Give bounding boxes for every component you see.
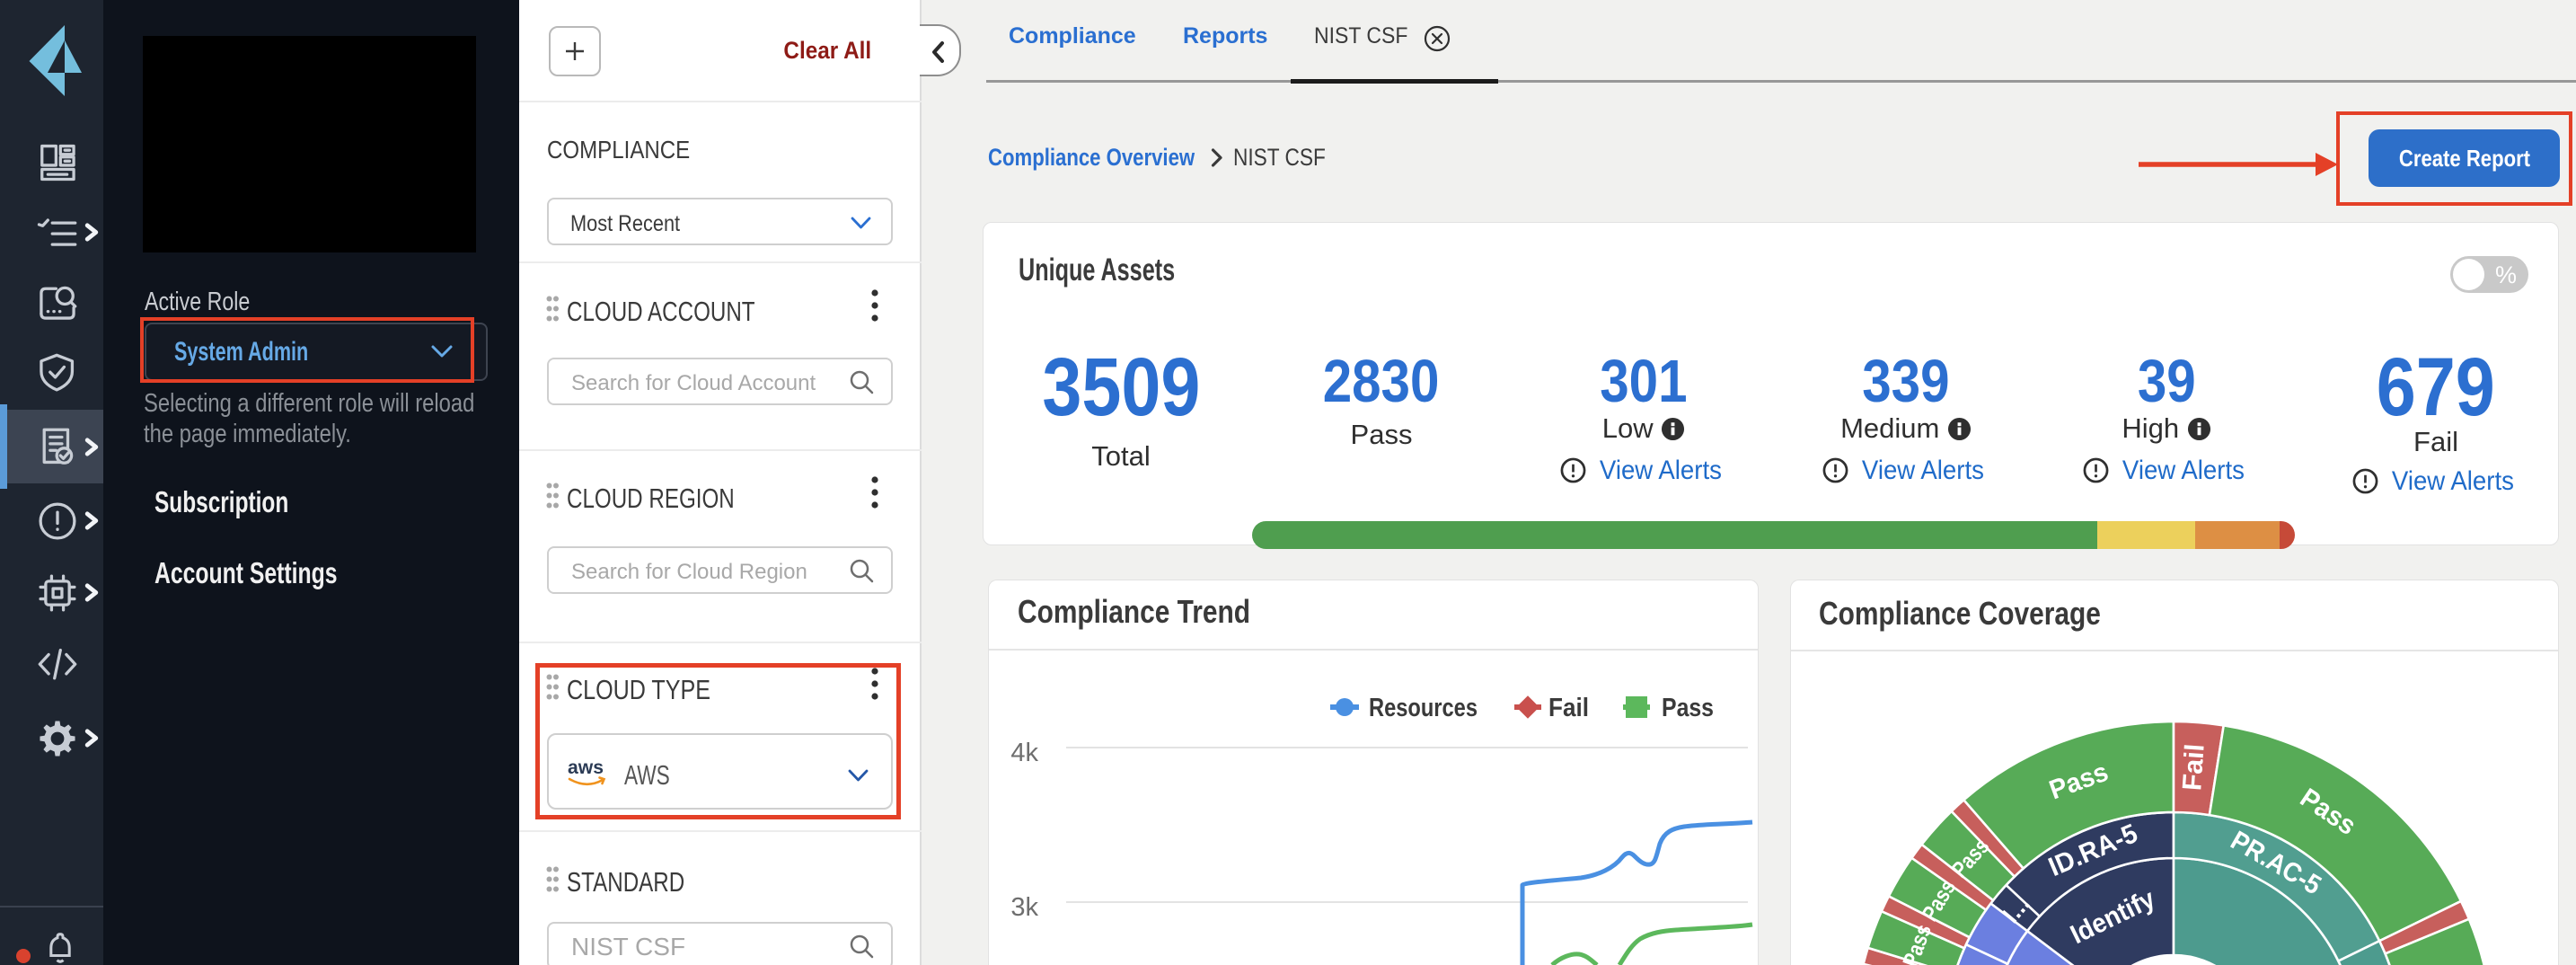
svg-text:aws: aws: [568, 758, 604, 778]
svg-text:Pass: Pass: [1662, 694, 1714, 722]
svg-text:Fail: Fail: [1548, 694, 1589, 722]
svg-text:3k: 3k: [1010, 893, 1038, 922]
svg-text:Resources: Resources: [1369, 694, 1478, 722]
svg-text:4k: 4k: [1010, 739, 1038, 767]
svg-text:Fail: Fail: [2177, 743, 2210, 792]
